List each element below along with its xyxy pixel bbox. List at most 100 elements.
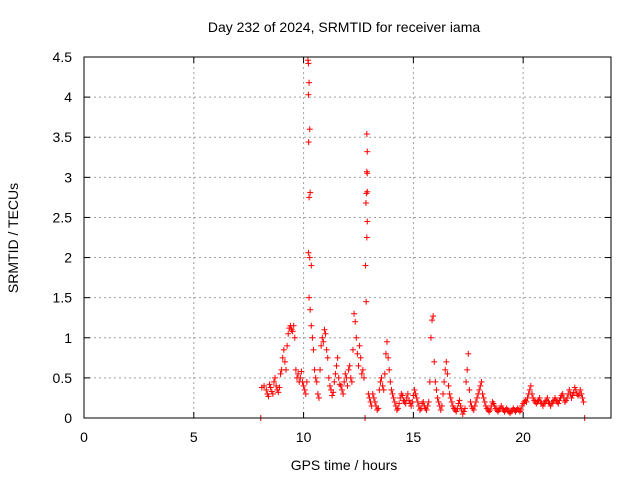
data-point — [333, 362, 340, 369]
data-point — [362, 200, 369, 207]
data-point — [305, 91, 312, 98]
data-point — [391, 398, 398, 405]
data-point — [337, 382, 344, 389]
data-point — [334, 354, 341, 361]
data-point — [427, 334, 434, 341]
data-point — [471, 402, 478, 409]
data-point — [347, 374, 354, 381]
data-point — [352, 318, 359, 325]
data-point — [315, 394, 322, 401]
data-point — [413, 394, 420, 401]
data-point — [378, 374, 385, 381]
data-point — [263, 386, 270, 393]
data-point — [566, 386, 573, 393]
data-point — [476, 386, 483, 393]
y-tick-label: 0.5 — [53, 370, 73, 386]
data-point — [362, 262, 369, 269]
y-tick-label: 1 — [64, 330, 72, 346]
data-point — [447, 394, 454, 401]
data-point — [480, 394, 487, 401]
data-point — [442, 366, 449, 373]
data-point — [363, 298, 370, 305]
data-point — [354, 350, 361, 357]
data-point — [577, 386, 584, 393]
data-point — [261, 382, 268, 389]
data-point — [523, 398, 530, 405]
data-point — [363, 168, 370, 175]
data-point — [272, 374, 279, 381]
data-point — [411, 386, 418, 393]
data-point — [290, 322, 297, 329]
data-point — [461, 405, 468, 412]
data-point — [371, 398, 378, 405]
data-point — [536, 394, 543, 401]
data-point — [292, 366, 299, 373]
data-point — [544, 394, 551, 401]
data-point — [524, 394, 531, 401]
data-point — [275, 389, 282, 396]
data-point — [339, 386, 346, 393]
data-point — [308, 322, 315, 329]
data-point — [404, 390, 411, 397]
data-point — [446, 390, 453, 397]
data-point — [466, 386, 473, 393]
data-point — [353, 334, 360, 341]
data-point — [379, 382, 386, 389]
data-point — [364, 218, 371, 225]
data-point — [408, 402, 415, 409]
data-point — [325, 374, 332, 381]
data-point — [312, 374, 319, 381]
data-point — [433, 386, 440, 393]
data-point — [314, 390, 321, 397]
data-point — [295, 370, 302, 377]
data-point — [279, 354, 286, 361]
data-point — [305, 139, 312, 146]
data-point — [478, 378, 485, 385]
data-point — [280, 346, 287, 353]
data-point — [342, 370, 349, 377]
data-point — [345, 366, 352, 373]
data-point — [467, 398, 474, 405]
data-point — [390, 394, 397, 401]
data-point — [434, 394, 441, 401]
data-point — [269, 390, 276, 397]
data-point — [387, 378, 394, 385]
data-point — [330, 389, 337, 396]
data-point — [464, 366, 471, 373]
data-point — [440, 390, 447, 397]
data-point — [357, 354, 364, 361]
data-point — [346, 362, 353, 369]
data-point — [578, 390, 585, 397]
data-point — [465, 350, 472, 357]
y-axis-label: SRMTID / TECUs — [5, 183, 21, 293]
data-point — [517, 406, 524, 413]
data-point — [355, 362, 362, 369]
data-point — [423, 406, 430, 413]
data-point — [309, 334, 316, 341]
x-tick-label: 5 — [190, 429, 198, 445]
data-point — [302, 390, 309, 397]
y-tick-label: 3.5 — [53, 129, 73, 145]
data-point — [306, 126, 313, 133]
data-point — [358, 370, 365, 377]
data-point — [481, 398, 488, 405]
data-point — [414, 398, 421, 405]
data-point — [332, 370, 339, 377]
data-point — [321, 326, 328, 333]
data-point — [460, 408, 467, 415]
data-point — [341, 378, 348, 385]
data-point — [430, 313, 437, 320]
data-point — [381, 370, 388, 377]
data-point — [363, 131, 370, 138]
data-point — [306, 294, 313, 301]
data-point — [344, 382, 351, 389]
data-point — [569, 392, 576, 399]
y-tick-label: 1.5 — [53, 290, 73, 306]
data-point — [301, 386, 308, 393]
data-point — [409, 398, 416, 405]
data-point — [289, 328, 296, 335]
data-point — [363, 234, 370, 241]
data-point — [405, 397, 412, 404]
data-point — [470, 406, 477, 413]
y-tick-label: 4 — [64, 89, 72, 105]
